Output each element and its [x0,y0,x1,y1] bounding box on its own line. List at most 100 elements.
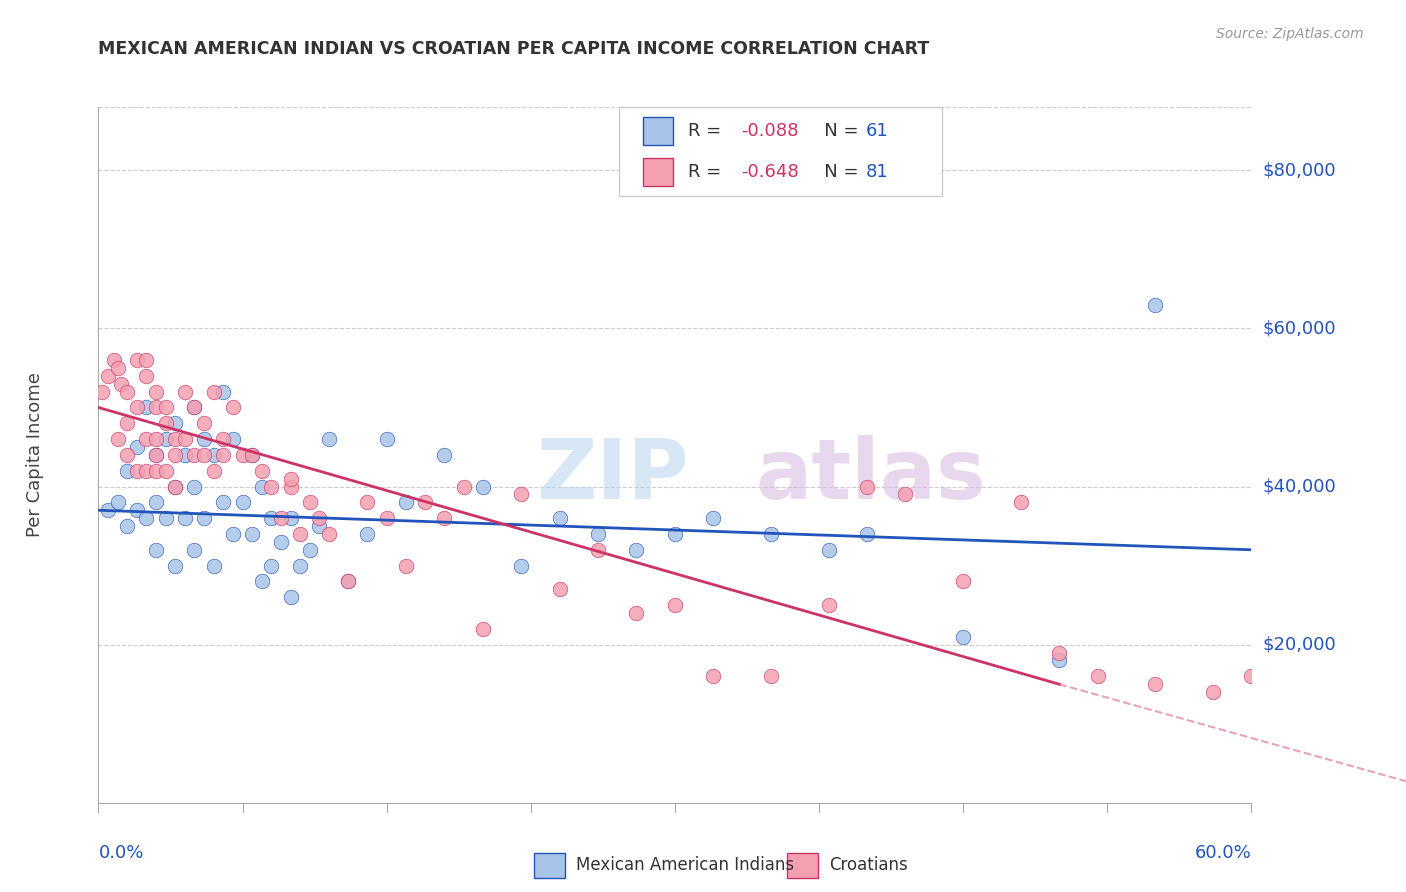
Point [231,495,254,509]
Point [290,527,312,541]
Point [155,432,177,446]
Point [280,591,302,605]
Point [193,417,215,431]
Point [212,448,235,462]
Point [222,401,245,415]
Point [510,558,533,573]
Point [298,495,321,509]
Point [318,432,340,446]
Point [145,432,167,446]
Point [155,464,177,478]
Point [298,542,321,557]
Point [222,527,245,541]
Text: $60,000: $60,000 [1263,319,1336,337]
Text: MEXICAN AMERICAN INDIAN VS CROATIAN PER CAPITA INCOME CORRELATION CHART: MEXICAN AMERICAN INDIAN VS CROATIAN PER … [98,40,929,58]
Point [759,527,782,541]
Point [97,503,120,517]
Text: 61: 61 [866,122,889,140]
Point [212,495,235,509]
Point [135,401,157,415]
Point [337,574,360,589]
Point [702,511,724,525]
Point [1010,495,1032,509]
Point [174,511,197,525]
Point [125,503,148,517]
Point [117,448,138,462]
Point [260,558,283,573]
Point [155,401,177,415]
Point [250,574,273,589]
Point [1202,685,1225,699]
Point [433,511,456,525]
Point [337,574,360,589]
Point [1336,479,1358,493]
Text: R =: R = [688,163,727,181]
Point [356,527,378,541]
Point [202,558,225,573]
Point [174,384,197,399]
Point [1240,669,1263,683]
Point [110,376,132,391]
Point [183,401,205,415]
Point [183,542,205,557]
Point [260,479,283,493]
Point [952,630,974,644]
Point [817,598,839,612]
Point [145,401,167,415]
Point [664,598,686,612]
Point [817,542,839,557]
Point [586,542,609,557]
Point [117,464,138,478]
Point [103,353,125,368]
Point [270,535,292,549]
Point [117,384,138,399]
Text: R =: R = [688,122,727,140]
Point [471,479,494,493]
Point [759,669,782,683]
Point [280,479,302,493]
Point [586,527,609,541]
Point [193,432,215,446]
Point [125,440,148,454]
Text: ZIP: ZIP [537,435,689,516]
Point [145,448,167,462]
Point [308,519,330,533]
Point [212,432,235,446]
Text: 0.0%: 0.0% [98,845,143,863]
Point [135,464,157,478]
Point [280,472,302,486]
Point [165,448,187,462]
Point [145,542,167,557]
Text: Per Capita Income: Per Capita Income [25,373,44,537]
Point [894,487,917,501]
Point [125,401,148,415]
Point [117,417,138,431]
Point [155,511,177,525]
Point [433,448,456,462]
Point [193,511,215,525]
Point [202,448,225,462]
Point [135,432,157,446]
Point [202,464,225,478]
Point [1047,646,1070,660]
Point [145,464,167,478]
Point [1393,487,1406,501]
Point [375,511,398,525]
Point [222,432,245,446]
Point [626,542,648,557]
Point [510,487,533,501]
Point [240,448,263,462]
Point [471,622,494,636]
Point [231,448,254,462]
Point [117,519,138,533]
Point [165,558,187,573]
Text: N =: N = [807,122,865,140]
Point [145,448,167,462]
Point [145,495,167,509]
Point [135,368,157,383]
Text: 60.0%: 60.0% [1195,845,1251,863]
Text: atlas: atlas [755,435,987,516]
Point [250,479,273,493]
Point [250,464,273,478]
Point [135,511,157,525]
